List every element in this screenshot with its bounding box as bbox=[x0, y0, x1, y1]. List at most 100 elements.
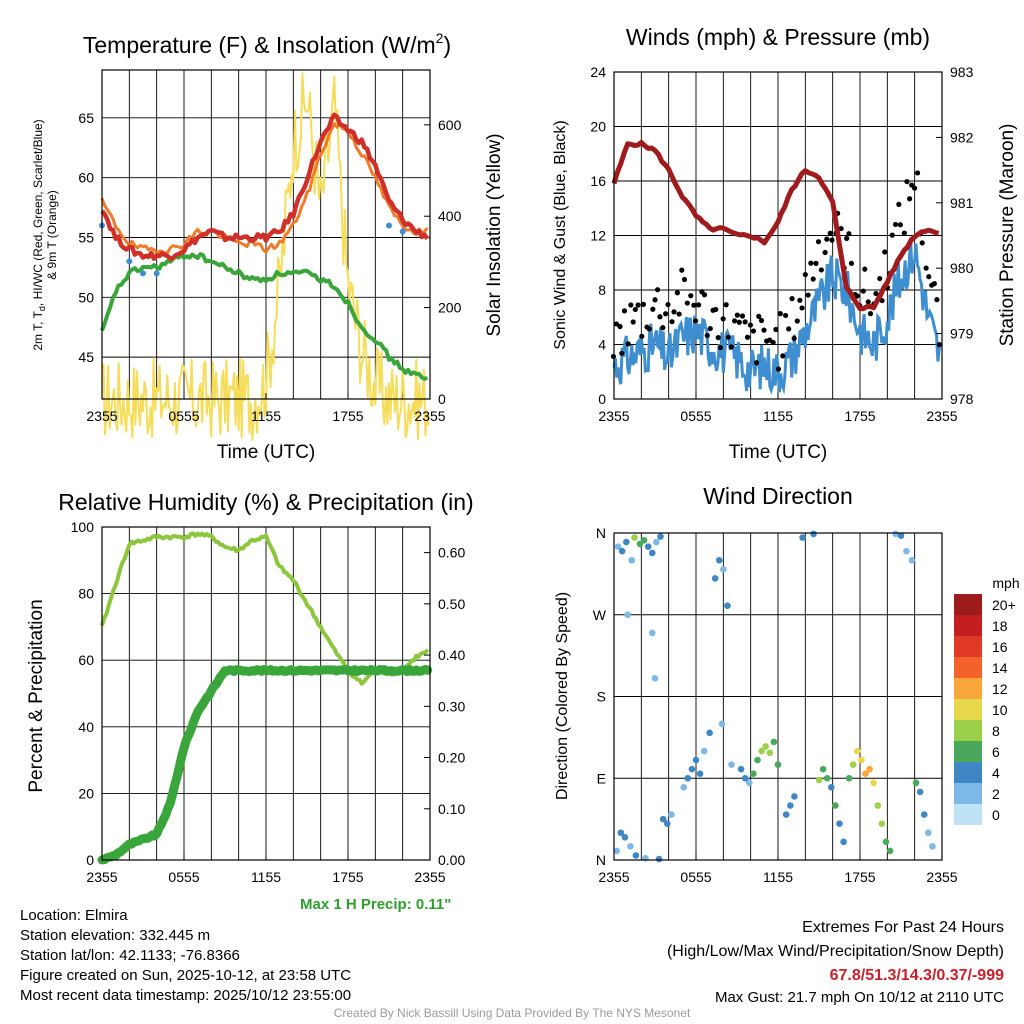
max-precip-label: Max 1 H Precip: 0.11" bbox=[300, 896, 452, 913]
direction-point bbox=[737, 765, 745, 773]
ytick-right-label: 400 bbox=[438, 208, 462, 224]
gust-point bbox=[646, 326, 652, 332]
direction-point bbox=[849, 761, 857, 768]
gust-point bbox=[818, 267, 824, 273]
ytick-right-label: 200 bbox=[438, 300, 462, 316]
ytick-label: 60 bbox=[78, 170, 94, 186]
gust-point bbox=[652, 297, 658, 303]
xtick-label: 1155 bbox=[251, 408, 281, 424]
info-location: Location: Elmira bbox=[20, 907, 128, 924]
gust-point bbox=[896, 201, 902, 207]
winds-panel: Winds (mph) & Pressure (mb) 2355 0555 1155… bbox=[552, 24, 1018, 463]
hiwc-point bbox=[399, 228, 406, 235]
direction-point bbox=[659, 815, 667, 823]
gust-point bbox=[701, 292, 708, 298]
winds-ticks: 2355 0555 1155 1755 235504812162024978979980… bbox=[590, 64, 973, 424]
colorbar-label: 18 bbox=[992, 618, 1008, 634]
extremes-subheading: (High/Low/Max Wind/Precipitation/Snow De… bbox=[666, 943, 1004, 960]
gust-point bbox=[715, 335, 721, 341]
xtick-label: 1155 bbox=[251, 869, 281, 885]
station-info: Location: Elmira Station elevation: 332.… bbox=[20, 906, 351, 1006]
direction-point bbox=[782, 811, 790, 818]
info-recent: Most recent data timestamp: 2025/10/12 2… bbox=[20, 987, 352, 1004]
direction-point bbox=[823, 774, 831, 782]
direction-point bbox=[832, 802, 839, 809]
direction-point bbox=[912, 779, 920, 787]
gust-point bbox=[731, 318, 738, 324]
direction-point bbox=[684, 774, 692, 782]
direction-point bbox=[920, 811, 928, 818]
gust-point bbox=[846, 231, 852, 237]
direction-point bbox=[916, 788, 924, 796]
colorbar-swatch bbox=[954, 762, 982, 783]
gust-point bbox=[782, 312, 789, 319]
gust-point bbox=[907, 196, 913, 202]
xtick-label: 2355 bbox=[598, 869, 629, 885]
gust-point bbox=[797, 297, 803, 303]
ytick-right-label: 983 bbox=[950, 64, 974, 80]
gust-point bbox=[791, 335, 797, 341]
gust-point bbox=[639, 333, 645, 339]
colorbar-label: 2 bbox=[992, 786, 1000, 802]
gust-point bbox=[657, 314, 663, 320]
direction-point bbox=[680, 784, 687, 791]
direction-point bbox=[886, 847, 894, 855]
colorbar-label: 16 bbox=[992, 639, 1008, 655]
direction-series bbox=[613, 530, 936, 863]
gust-point bbox=[671, 309, 677, 315]
direction-point bbox=[651, 675, 659, 682]
direction-point bbox=[715, 556, 723, 564]
xtick-label: 1755 bbox=[332, 408, 363, 424]
direction-point bbox=[815, 776, 823, 784]
colorbar-label: 0 bbox=[992, 807, 1000, 823]
colorbar-label: 14 bbox=[992, 660, 1008, 676]
direction-point bbox=[692, 756, 700, 764]
direction-ylabel: Direction (Colored By Speed) bbox=[554, 592, 571, 800]
gust-point bbox=[865, 299, 871, 305]
gust-point bbox=[613, 321, 620, 327]
ytick-label: 45 bbox=[78, 349, 94, 365]
gust-point bbox=[688, 293, 694, 299]
colorbar-label: 12 bbox=[992, 681, 1008, 697]
direction-point bbox=[696, 770, 704, 778]
humidity-series bbox=[97, 531, 433, 865]
direction-grid bbox=[614, 532, 942, 861]
xtick-label: 2355 bbox=[926, 408, 957, 424]
ytick-right-label: 0.00 bbox=[438, 852, 465, 868]
direction-point bbox=[648, 629, 656, 637]
ytick-label: 55 bbox=[78, 229, 94, 245]
gust-point bbox=[739, 313, 746, 319]
gust-point bbox=[654, 287, 661, 293]
ytick-right-label: 0 bbox=[438, 391, 446, 407]
gust-point bbox=[744, 334, 751, 340]
xtick-label: 1755 bbox=[844, 869, 875, 885]
gust-point bbox=[753, 360, 760, 366]
direction-point bbox=[853, 747, 861, 755]
gust-point bbox=[862, 266, 868, 272]
hiwc-point bbox=[386, 222, 392, 229]
gust-point bbox=[892, 221, 899, 228]
temperature-title: Temperature (F) & Insolation (W/m2) bbox=[83, 30, 451, 58]
colorbar-swatch bbox=[954, 783, 982, 804]
ytick-right-label: 0.40 bbox=[438, 647, 465, 663]
direction-point bbox=[655, 855, 663, 863]
direction-point bbox=[688, 765, 696, 773]
temperature-ylabel: 2m T, Td, HI/WC (Red, Green, Scarlet/Blu… bbox=[31, 119, 47, 350]
hiwc-point bbox=[126, 258, 133, 265]
colorbar-label: 20+ bbox=[992, 597, 1016, 613]
ytick-label: N bbox=[596, 852, 606, 868]
direction-point bbox=[720, 566, 727, 573]
ytick-label: 60 bbox=[78, 652, 94, 668]
xtick-label: 2355 bbox=[414, 869, 445, 885]
info-latlon: Station lat/lon: 42.1133; -76.8366 bbox=[20, 947, 240, 964]
gust-point bbox=[897, 222, 904, 228]
ytick-label: E bbox=[597, 770, 606, 786]
colorbar-swatch bbox=[954, 804, 982, 825]
xtick-label: 1155 bbox=[763, 408, 793, 424]
direction-point bbox=[648, 549, 656, 557]
temperature-series bbox=[99, 72, 430, 441]
gust-point bbox=[679, 267, 685, 273]
hiwc-point bbox=[140, 270, 146, 277]
